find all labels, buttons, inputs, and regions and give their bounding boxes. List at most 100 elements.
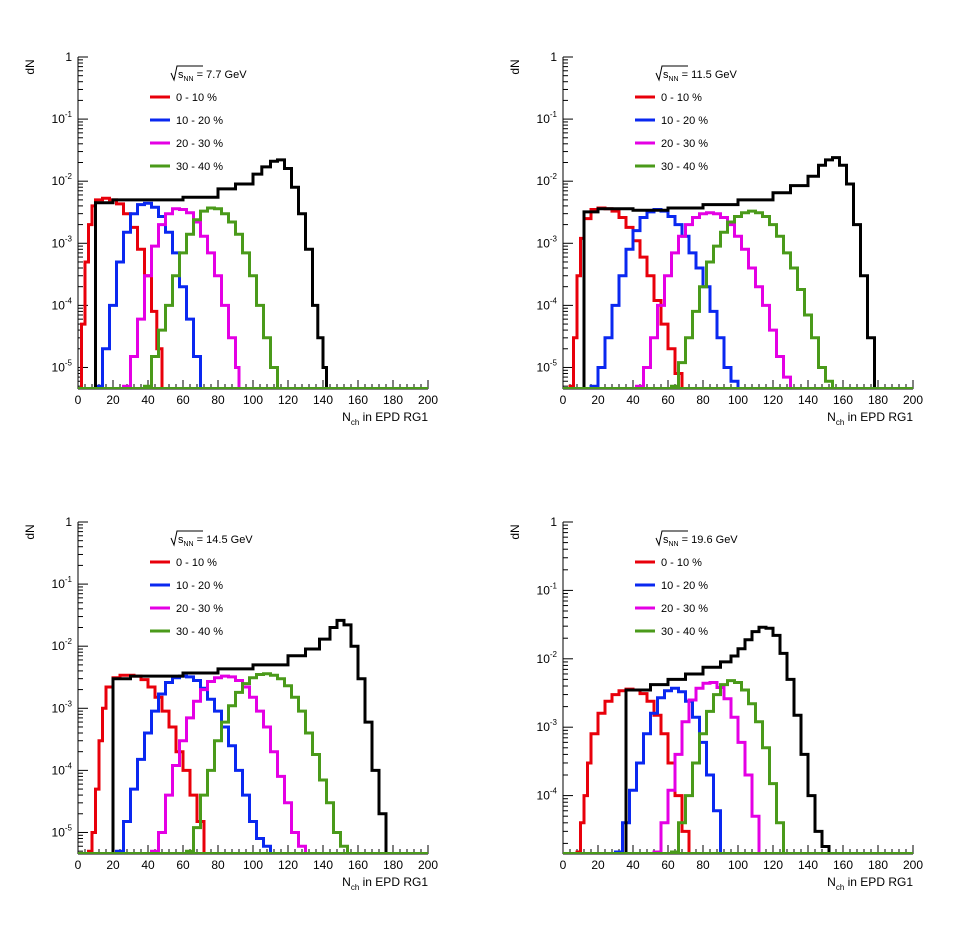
y-tick-label: 10-2: [52, 637, 73, 653]
x-tick-label: 200: [418, 858, 438, 872]
y-tick-label: 10-5: [52, 358, 73, 374]
series-line-0-10: [568, 206, 684, 389]
y-tick-label: 10-3: [52, 234, 73, 250]
legend-label: 10 - 20 %: [176, 580, 223, 592]
series-line-0-10: [80, 196, 164, 389]
x-tick-label: 160: [348, 393, 368, 407]
x-tick-label: 40: [626, 393, 640, 407]
x-tick-label: 60: [661, 393, 675, 407]
legend-label: 30 - 40 %: [176, 626, 223, 638]
x-tick-label: 100: [243, 858, 263, 872]
y-axis-label: dN: [23, 524, 37, 539]
x-tick-label: 180: [868, 393, 888, 407]
series-line-all: [582, 156, 876, 389]
y-tick-label: 1: [550, 50, 557, 64]
x-tick-label: 200: [903, 393, 923, 407]
legend-label: 20 - 30 %: [661, 603, 708, 615]
x-tick-label: 200: [903, 858, 923, 872]
x-tick-label: 120: [278, 858, 298, 872]
y-tick-label: 10-3: [537, 234, 558, 250]
y-tick-label: 10-4: [537, 296, 558, 312]
x-tick-label: 20: [591, 858, 605, 872]
y-tick-label: 1: [550, 515, 557, 529]
x-tick-label: 120: [278, 393, 298, 407]
series-line-30-40: [143, 206, 279, 389]
legend-label: 10 - 20 %: [176, 115, 223, 127]
x-tick-label: 180: [383, 393, 403, 407]
energy-label: sNN = 14.5 GeV: [178, 534, 253, 548]
y-tick-label: 10-1: [537, 581, 558, 597]
series-line-10-20: [115, 674, 272, 854]
x-tick-label: 0: [75, 393, 82, 407]
series-line-30-40: [185, 672, 349, 854]
y-tick-label: 10-2: [52, 172, 73, 188]
x-tick-label: 80: [211, 393, 225, 407]
energy-label: sNN = 19.6 GeV: [663, 534, 738, 548]
legend-label: 20 - 30 %: [176, 603, 223, 615]
y-tick-label: 10-4: [52, 761, 73, 777]
y-tick-label: 1: [65, 50, 72, 64]
x-tick-label: 140: [798, 858, 818, 872]
sqrt-symbol: [170, 65, 203, 82]
series-line-10-20: [614, 686, 722, 854]
x-tick-label: 80: [696, 858, 710, 872]
series-line-all: [111, 618, 388, 854]
legend-label: 0 - 10 %: [176, 557, 217, 569]
x-tick-label: 100: [728, 858, 748, 872]
series-line-30-40: [670, 679, 785, 854]
legend-label: 20 - 30 %: [661, 138, 708, 150]
y-tick-label: 10-2: [537, 172, 558, 188]
series-line-30-40: [670, 209, 834, 389]
x-tick-label: 60: [176, 393, 190, 407]
sqrt-symbol: [655, 65, 688, 82]
y-axis-label: dN: [508, 59, 522, 74]
energy-label: sNN = 11.5 GeV: [663, 69, 737, 83]
sqrt-symbol: [655, 530, 688, 547]
x-tick-label: 60: [176, 858, 190, 872]
x-tick-label: 0: [560, 858, 567, 872]
legend-label: 20 - 30 %: [176, 138, 223, 150]
series-line-20-30: [150, 674, 307, 854]
x-axis-label: Nch in EPD RG1: [342, 875, 428, 892]
chart-panel-1: 0 20 40 60 80 100 120 140 160 180 200 10-5 10-4 10-3 1…: [23, 50, 438, 427]
energy-label: sNN = 7.7 GeV: [178, 69, 247, 83]
legend-label: 30 - 40 %: [661, 161, 708, 173]
x-axis-label: Nch in EPD RG1: [827, 875, 913, 892]
chart-panel-2: 0 20 40 60 80 100 120 140 160 180 200 10-5 10-4 10-3 1…: [508, 50, 923, 427]
series-line-0-10: [87, 673, 206, 854]
y-tick-label: 10-3: [537, 718, 558, 734]
x-tick-label: 0: [560, 393, 567, 407]
legend-label: 0 - 10 %: [661, 92, 702, 104]
y-tick-label: 10-1: [537, 110, 558, 126]
x-tick-label: 140: [313, 393, 333, 407]
x-tick-label: 20: [106, 393, 120, 407]
x-tick-label: 160: [833, 393, 853, 407]
y-tick-label: 1: [65, 515, 72, 529]
legend-label: 0 - 10 %: [176, 92, 217, 104]
x-tick-label: 200: [418, 393, 438, 407]
series-line-0-10: [575, 687, 691, 854]
y-tick-label: 10-5: [537, 358, 558, 374]
legend-label: 10 - 20 %: [661, 115, 708, 127]
legend-label: 30 - 40 %: [661, 626, 708, 638]
x-tick-label: 120: [763, 858, 783, 872]
series-line-20-30: [635, 211, 792, 389]
x-tick-label: 160: [833, 858, 853, 872]
y-tick-label: 10-4: [52, 296, 73, 312]
x-tick-label: 0: [75, 858, 82, 872]
chart-panel-3: 0 20 40 60 80 100 120 140 160 180 200 10-5 10-4 10-3 1…: [23, 515, 438, 892]
sqrt-symbol: [170, 530, 203, 547]
x-tick-label: 40: [141, 858, 155, 872]
series-line-all: [94, 158, 328, 389]
y-axis-label: dN: [508, 524, 522, 539]
x-axis-label: Nch in EPD RG1: [342, 410, 428, 427]
x-tick-label: 40: [141, 393, 155, 407]
legend-label: 30 - 40 %: [176, 161, 223, 173]
x-tick-label: 120: [763, 393, 783, 407]
x-tick-label: 160: [348, 858, 368, 872]
y-tick-label: 10-4: [537, 787, 558, 803]
y-tick-label: 10-1: [52, 575, 73, 591]
chart-panel-4: 0 20 40 60 80 100 120 140 160 180 200 10-4 10-3 10-2 1…: [508, 515, 923, 892]
x-tick-label: 20: [591, 393, 605, 407]
series-line-20-30: [122, 207, 241, 389]
